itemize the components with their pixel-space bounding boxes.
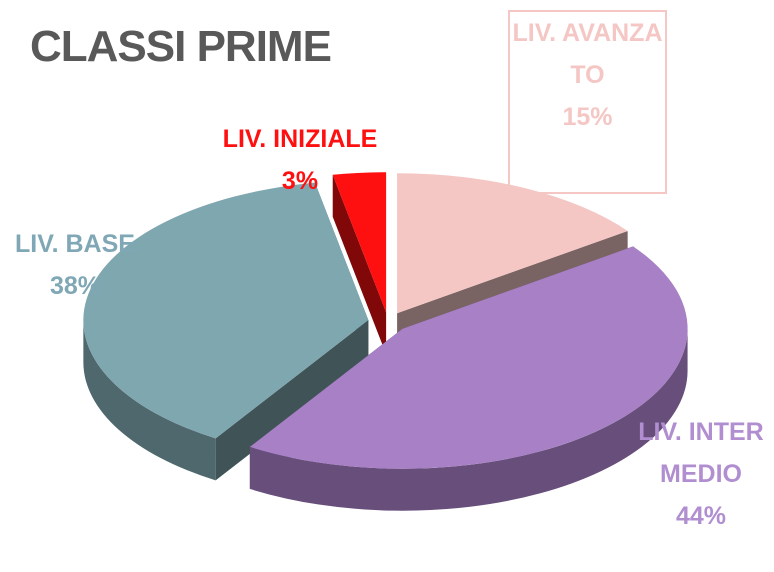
value-label: 15%: [562, 103, 613, 131]
data-label: LIV. AVANZATO 15%: [508, 10, 667, 194]
data-label: LIV. BASE 38%: [0, 223, 150, 307]
pie-slice: [397, 173, 628, 314]
category-label: LIV. AVANZATO: [512, 19, 663, 89]
category-label: LIV. INIZIALE: [222, 125, 378, 153]
slice-side: [215, 320, 369, 481]
category-label: LIV. BASE: [15, 230, 135, 258]
pie-slice: [83, 182, 369, 439]
slice-wall: [249, 328, 688, 511]
data-label: LIV. INIZIALE 3%: [195, 118, 405, 202]
value-label: 38%: [49, 272, 101, 300]
pie-slice: [332, 172, 387, 313]
chart-title: CLASSI PRIME: [30, 22, 332, 71]
value-label: 3%: [281, 167, 319, 195]
slice-wall: [83, 320, 216, 481]
data-label: LIV. INTERMEDIO 44%: [636, 411, 766, 537]
slice-side: [332, 174, 387, 355]
value-label: 44%: [675, 502, 727, 530]
pie-slice: [249, 246, 688, 469]
category-label: LIV. INTERMEDIO: [638, 418, 764, 488]
